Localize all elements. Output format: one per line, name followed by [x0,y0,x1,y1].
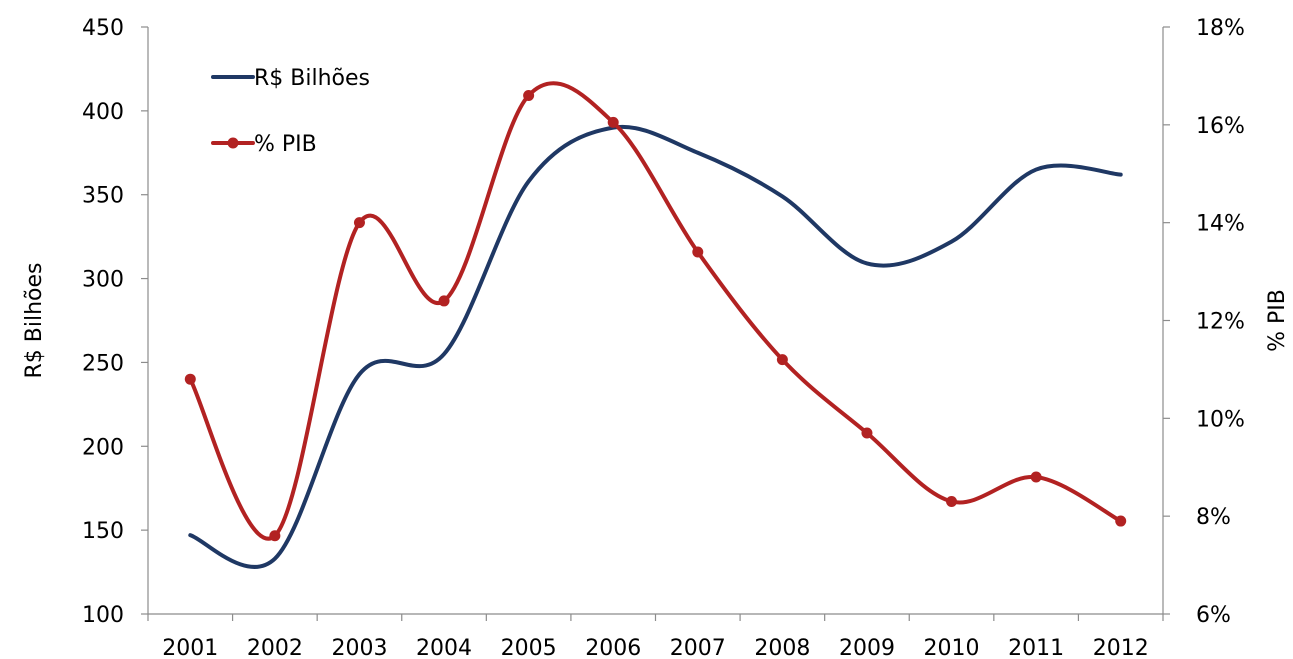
right-axis-title: % PIB [1265,289,1290,352]
series-pct-pib-point [184,373,196,385]
series-pct-pib-point [353,217,365,229]
left-tick-label: 400 [82,100,124,125]
legend-pct-pib-label: % PIB [254,132,317,157]
x-tick-label: 2004 [416,636,472,659]
left-tick-label: 200 [82,435,124,460]
series-layer [184,81,1127,569]
x-tick-label: 2012 [1093,636,1149,659]
left-tick-label: 450 [82,16,124,41]
left-axis-title: R$ Bilhões [22,263,47,379]
legend-pct-pib-marker [227,137,239,149]
x-tick-label: 2003 [331,636,387,659]
right-tick-label: 6% [1196,603,1231,628]
series-pct-pib-point [523,89,535,101]
x-tick-label: 2007 [670,636,726,659]
series-pct-pib-line [188,81,1123,541]
left-tick-label: 100 [82,603,124,628]
series-pct-pib-point [692,246,704,258]
series-pct-pib-point [1115,515,1127,527]
right-tick-label: 8% [1196,505,1231,530]
x-tick-label: 2011 [1008,636,1064,659]
axes: 100 150 200 250 300 350 400 450 6% 8% 10% 12% 14% 16%… [22,16,1290,659]
right-tick-label: 12% [1196,310,1245,335]
legend-r-bilhoes-label: R$ Bilhões [254,66,370,91]
right-tick-label: 18% [1196,16,1245,41]
series-pct-pib-point [776,354,788,366]
series-pct-pib-point [438,295,450,307]
x-tick-label: 2001 [162,636,218,659]
left-tick-label: 350 [82,184,124,209]
left-tick-label: 250 [82,351,124,376]
x-tick-label: 2006 [585,636,641,659]
legend: R$ Bilhões % PIB [211,66,370,157]
right-tick-label: 16% [1196,114,1245,139]
right-tick-label: 14% [1196,212,1245,237]
x-tick-label: 2002 [247,636,303,659]
left-tick-label: 300 [82,268,124,293]
series-pct-pib-point [607,116,619,128]
series-pct-pib-point [946,495,958,507]
series-pct-pib-point [1030,471,1042,483]
x-tick-label: 2010 [924,636,980,659]
x-tick-label: 2009 [839,636,895,659]
left-tick-label: 150 [82,519,124,544]
series-pct-pib-point [269,530,281,542]
x-tick-label: 2008 [754,636,810,659]
series-r-bilhoes-line [188,124,1123,569]
right-tick-label: 10% [1196,407,1245,432]
series-pct-pib-point [861,427,873,439]
x-tick-label: 2005 [501,636,557,659]
